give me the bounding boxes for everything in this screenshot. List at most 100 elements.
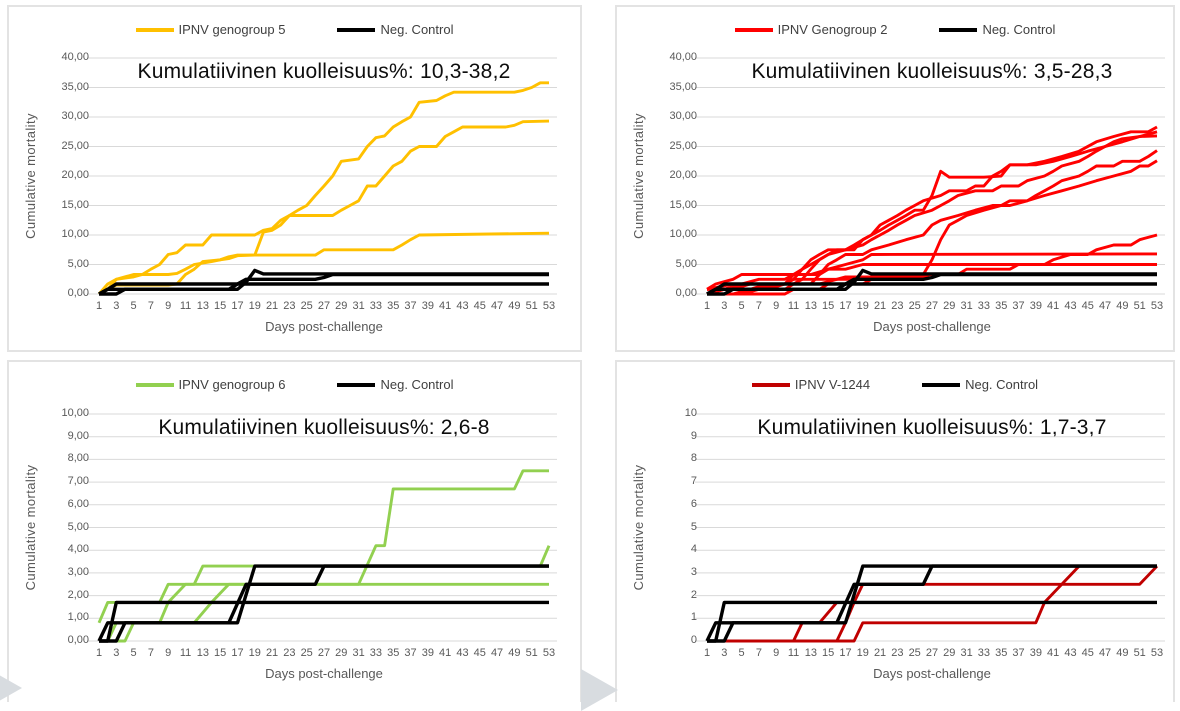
legend-line-marker-icon	[135, 382, 174, 387]
chart-legend: IPNV Genogroup 2 Neg. Control	[617, 22, 1173, 37]
series-line	[97, 81, 549, 295]
chart-panel-ipnv-v1244: IPNV V-1244 Neg. Control Kumulatiivinen ku…	[615, 360, 1175, 702]
x-axis-title: Days post-challenge	[265, 319, 383, 334]
plot-area	[87, 413, 557, 643]
chart-panel-ipnv-genogroup-6: IPNV genogroup 6 Neg. Control Kumulatiivin…	[7, 360, 582, 702]
y-axis-tick-label: 7,00	[67, 475, 89, 488]
x-axis-tick-label: 19	[248, 300, 261, 312]
x-axis-tick-label: 45	[473, 647, 486, 659]
x-axis-tick-label: 31	[352, 300, 365, 312]
x-axis-tick-label: 11	[179, 647, 192, 659]
x-axis-tick-label: 13	[196, 647, 209, 659]
plot-area	[695, 413, 1165, 643]
x-axis-tick-label: 53	[1150, 300, 1164, 312]
x-axis-tick-label: 3	[721, 647, 728, 659]
series-line	[99, 469, 549, 643]
y-axis-tick-label: 0,00	[67, 287, 89, 299]
x-axis-tick-label: 21	[265, 300, 279, 312]
x-axis-tick-label: 25	[908, 300, 921, 312]
series-line	[707, 233, 1158, 296]
chart-title: Kumulatiivinen kuolleisuus%: 2,6-8	[158, 416, 490, 439]
x-axis-tick-label: 51	[525, 647, 538, 659]
legend-entry: IPNV genogroup 5	[135, 22, 286, 37]
x-axis-tick-label: 31	[960, 647, 973, 659]
x-axis-tick-label: 11	[179, 300, 192, 312]
x-axis-tick-label: 17	[839, 300, 852, 312]
y-axis-title: Cumulative mortality	[23, 113, 38, 239]
y-axis-tick-label: 25,00	[669, 139, 697, 152]
chart-legend: IPNV genogroup 6 Neg. Control	[9, 377, 580, 392]
x-axis-tick-label: 19	[856, 300, 869, 312]
y-axis-tick-label: 40,00	[61, 51, 89, 63]
series-line	[99, 582, 549, 643]
x-axis-tick-label: 51	[525, 300, 538, 312]
x-axis-tick-label: 53	[542, 300, 556, 312]
x-axis-tick-label: 33	[369, 300, 383, 312]
y-axis-title: Cumulative mortality	[631, 464, 646, 591]
x-axis-tick-label: 31	[960, 300, 973, 312]
x-axis-tick-label: 5	[738, 647, 745, 659]
x-axis-tick-label: 43	[456, 300, 469, 312]
legend-entry: Neg. Control	[939, 22, 1055, 37]
x-axis-tick-label: 53	[1150, 647, 1164, 659]
legend-label: IPNV genogroup 6	[178, 377, 286, 392]
x-axis-tick-label: 21	[873, 647, 887, 659]
x-axis-tick-label: 9	[165, 647, 172, 659]
legend-line-marker-icon	[734, 27, 773, 32]
x-axis-tick-label: 43	[1064, 300, 1077, 312]
legend-entry: IPNV genogroup 6	[135, 377, 286, 392]
x-axis-tick-label: 17	[839, 647, 852, 659]
x-axis-tick-label: 13	[804, 300, 817, 312]
y-axis-tick-label: 0,00	[67, 634, 89, 646]
x-axis-tick-label: 23	[283, 300, 296, 312]
x-axis-tick-label: 3	[113, 647, 120, 659]
legend-label: Neg. Control	[965, 377, 1039, 392]
y-axis-tick-label: 2,00	[67, 588, 89, 601]
x-axis-tick-label: 3	[721, 300, 728, 312]
y-axis-tick-label: 20,00	[61, 169, 89, 181]
x-axis-tick-label: 39	[421, 300, 434, 312]
x-axis-tick-label: 7	[755, 647, 762, 659]
series-line	[99, 268, 549, 296]
legend-line-marker-icon	[922, 382, 961, 387]
plot-area	[87, 57, 557, 296]
series-line	[707, 149, 1158, 291]
x-axis-tick-label: 37	[1012, 300, 1025, 312]
x-axis-tick-label: 9	[773, 647, 780, 659]
y-axis-tick-label: 35,00	[669, 80, 697, 93]
x-axis-tick-label: 47	[1098, 647, 1112, 659]
x-axis-tick-label: 7	[147, 300, 154, 312]
x-axis-tick-label: 27	[317, 300, 331, 312]
y-axis-title: Cumulative mortality	[23, 464, 38, 591]
x-axis-tick-label: 37	[404, 300, 417, 312]
legend-line-marker-icon	[751, 382, 790, 387]
y-axis-tick-label: 7	[690, 475, 697, 488]
y-axis-tick-label: 8,00	[67, 452, 89, 465]
legend-entry: IPNV V-1244	[751, 377, 870, 392]
y-axis-tick-label: 4	[690, 543, 697, 556]
x-axis-tick-label: 1	[95, 647, 103, 659]
x-axis-tick-label: 15	[214, 647, 227, 659]
y-axis-tick-label: 0	[690, 634, 697, 646]
legend-entry: IPNV Genogroup 2	[734, 22, 887, 37]
legend-label: Neg. Control	[380, 22, 454, 37]
chart-panel-ipnv-genogroup-5: IPNV genogroup 5 Neg. Control Kumulatiivin…	[7, 5, 582, 352]
x-axis-title: Days post-challenge	[873, 666, 991, 681]
x-axis-tick-label: 23	[891, 300, 904, 312]
x-axis-title: Days post-challenge	[265, 666, 383, 681]
chart-title: Kumulatiivinen kuolleisuus%: 3,5-28,3	[751, 60, 1113, 83]
x-axis-tick-label: 39	[421, 647, 434, 659]
chart-legend: IPNV genogroup 5 Neg. Control	[9, 22, 580, 37]
y-axis-tick-label: 5,00	[675, 257, 697, 270]
series-line	[707, 564, 1157, 643]
x-axis-tick-label: 37	[1012, 647, 1025, 659]
legend-label: Neg. Control	[380, 377, 454, 392]
legend-label: IPNV genogroup 5	[178, 22, 286, 37]
y-axis-tick-label: 1,00	[67, 611, 89, 624]
x-axis-tick-label: 41	[1047, 647, 1060, 659]
legend-line-marker-icon	[337, 27, 376, 32]
y-axis-tick-label: 6,00	[67, 497, 89, 510]
series-line	[706, 130, 1158, 296]
x-axis-tick-label: 3	[113, 300, 120, 312]
series-line	[707, 268, 1157, 296]
